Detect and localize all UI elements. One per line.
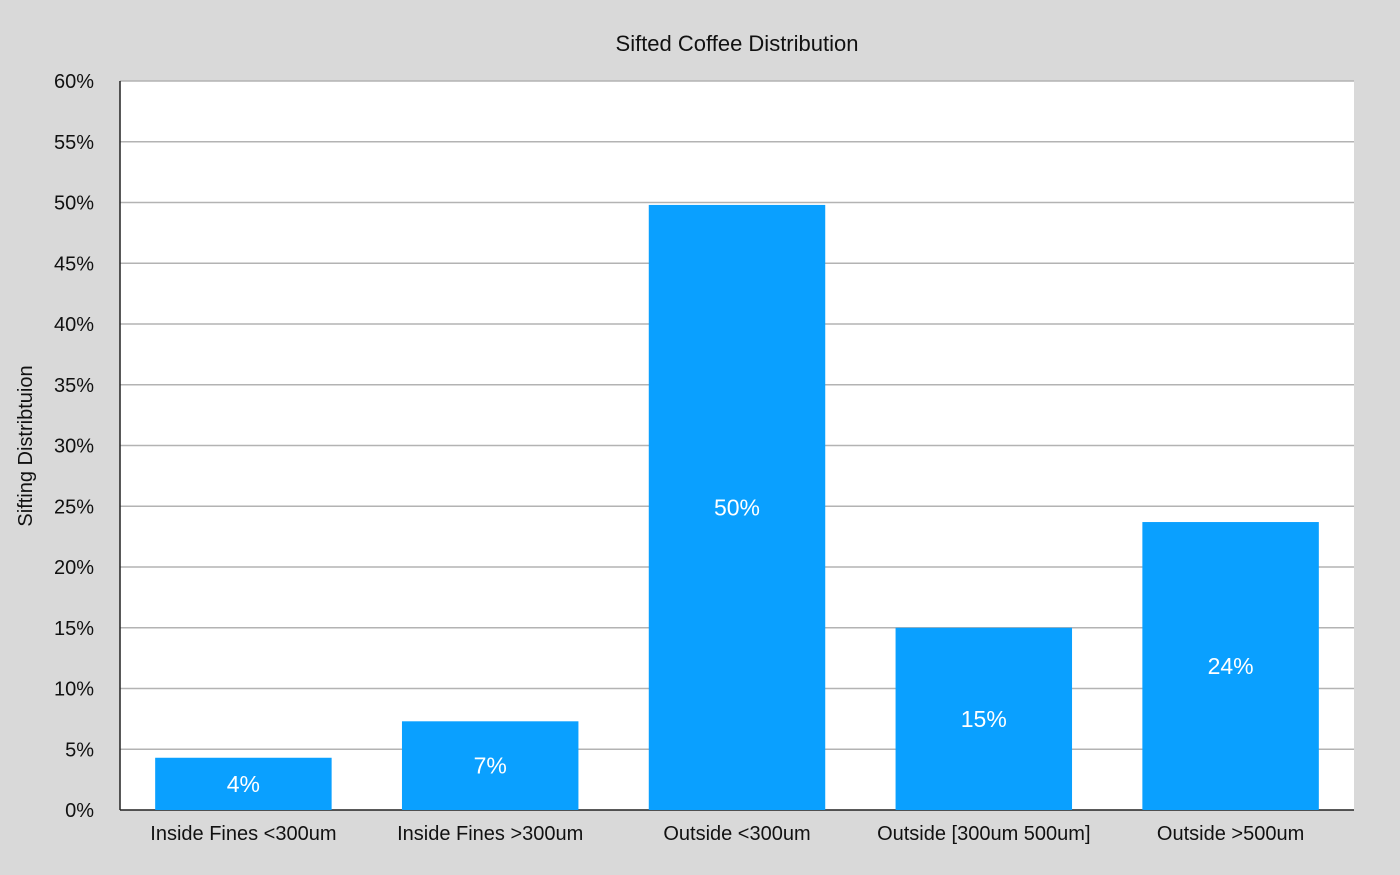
y-tick-label: 45% (54, 253, 94, 275)
bar-3 (648, 204, 826, 810)
bar-5 (1142, 522, 1319, 810)
x-tick-label: Outside <300um (663, 823, 810, 845)
y-axis-title: Sifting Distribtuion (15, 365, 37, 526)
y-tick-label: 50% (54, 193, 94, 215)
y-tick-label: 40% (54, 314, 94, 336)
x-tick-labels: Inside Fines <300um Inside Fines >300um Ou… (150, 823, 1304, 845)
y-tick-label: 15% (54, 618, 94, 640)
bar-1 (155, 757, 332, 810)
data-label: 24% (1208, 653, 1254, 679)
y-tick-label: 25% (54, 496, 94, 518)
y-tick-label: 35% (54, 375, 94, 397)
chart-title: Sifted Coffee Distribution (616, 31, 859, 56)
x-tick-label: Inside Fines >300um (397, 823, 583, 845)
bars (155, 204, 1319, 810)
y-tick-labels: 0% 5% 10% 15% 20% 25% 30% 35% 40% 45% 50% 55% 60% (54, 71, 94, 822)
data-labels: 4% 7% 50% 15% 24% (227, 494, 1254, 796)
data-label: 50% (714, 494, 760, 520)
y-tick-label: 60% (54, 71, 94, 93)
y-tick-label: 0% (65, 800, 94, 822)
data-label: 15% (961, 706, 1007, 732)
y-tick-label: 5% (65, 739, 94, 761)
x-tick-label: Inside Fines <300um (150, 823, 336, 845)
x-tick-label: Outside [300um 500um] (877, 823, 1090, 845)
y-tick-label: 10% (54, 679, 94, 701)
y-tick-label: 30% (54, 436, 94, 458)
y-tick-label: 55% (54, 132, 94, 154)
data-label: 4% (227, 771, 260, 797)
bar-4 (895, 627, 1073, 810)
y-tick-label: 20% (54, 557, 94, 579)
bar-2 (401, 721, 579, 810)
x-tick-label: Outside >500um (1157, 823, 1304, 845)
data-label: 7% (474, 753, 507, 779)
